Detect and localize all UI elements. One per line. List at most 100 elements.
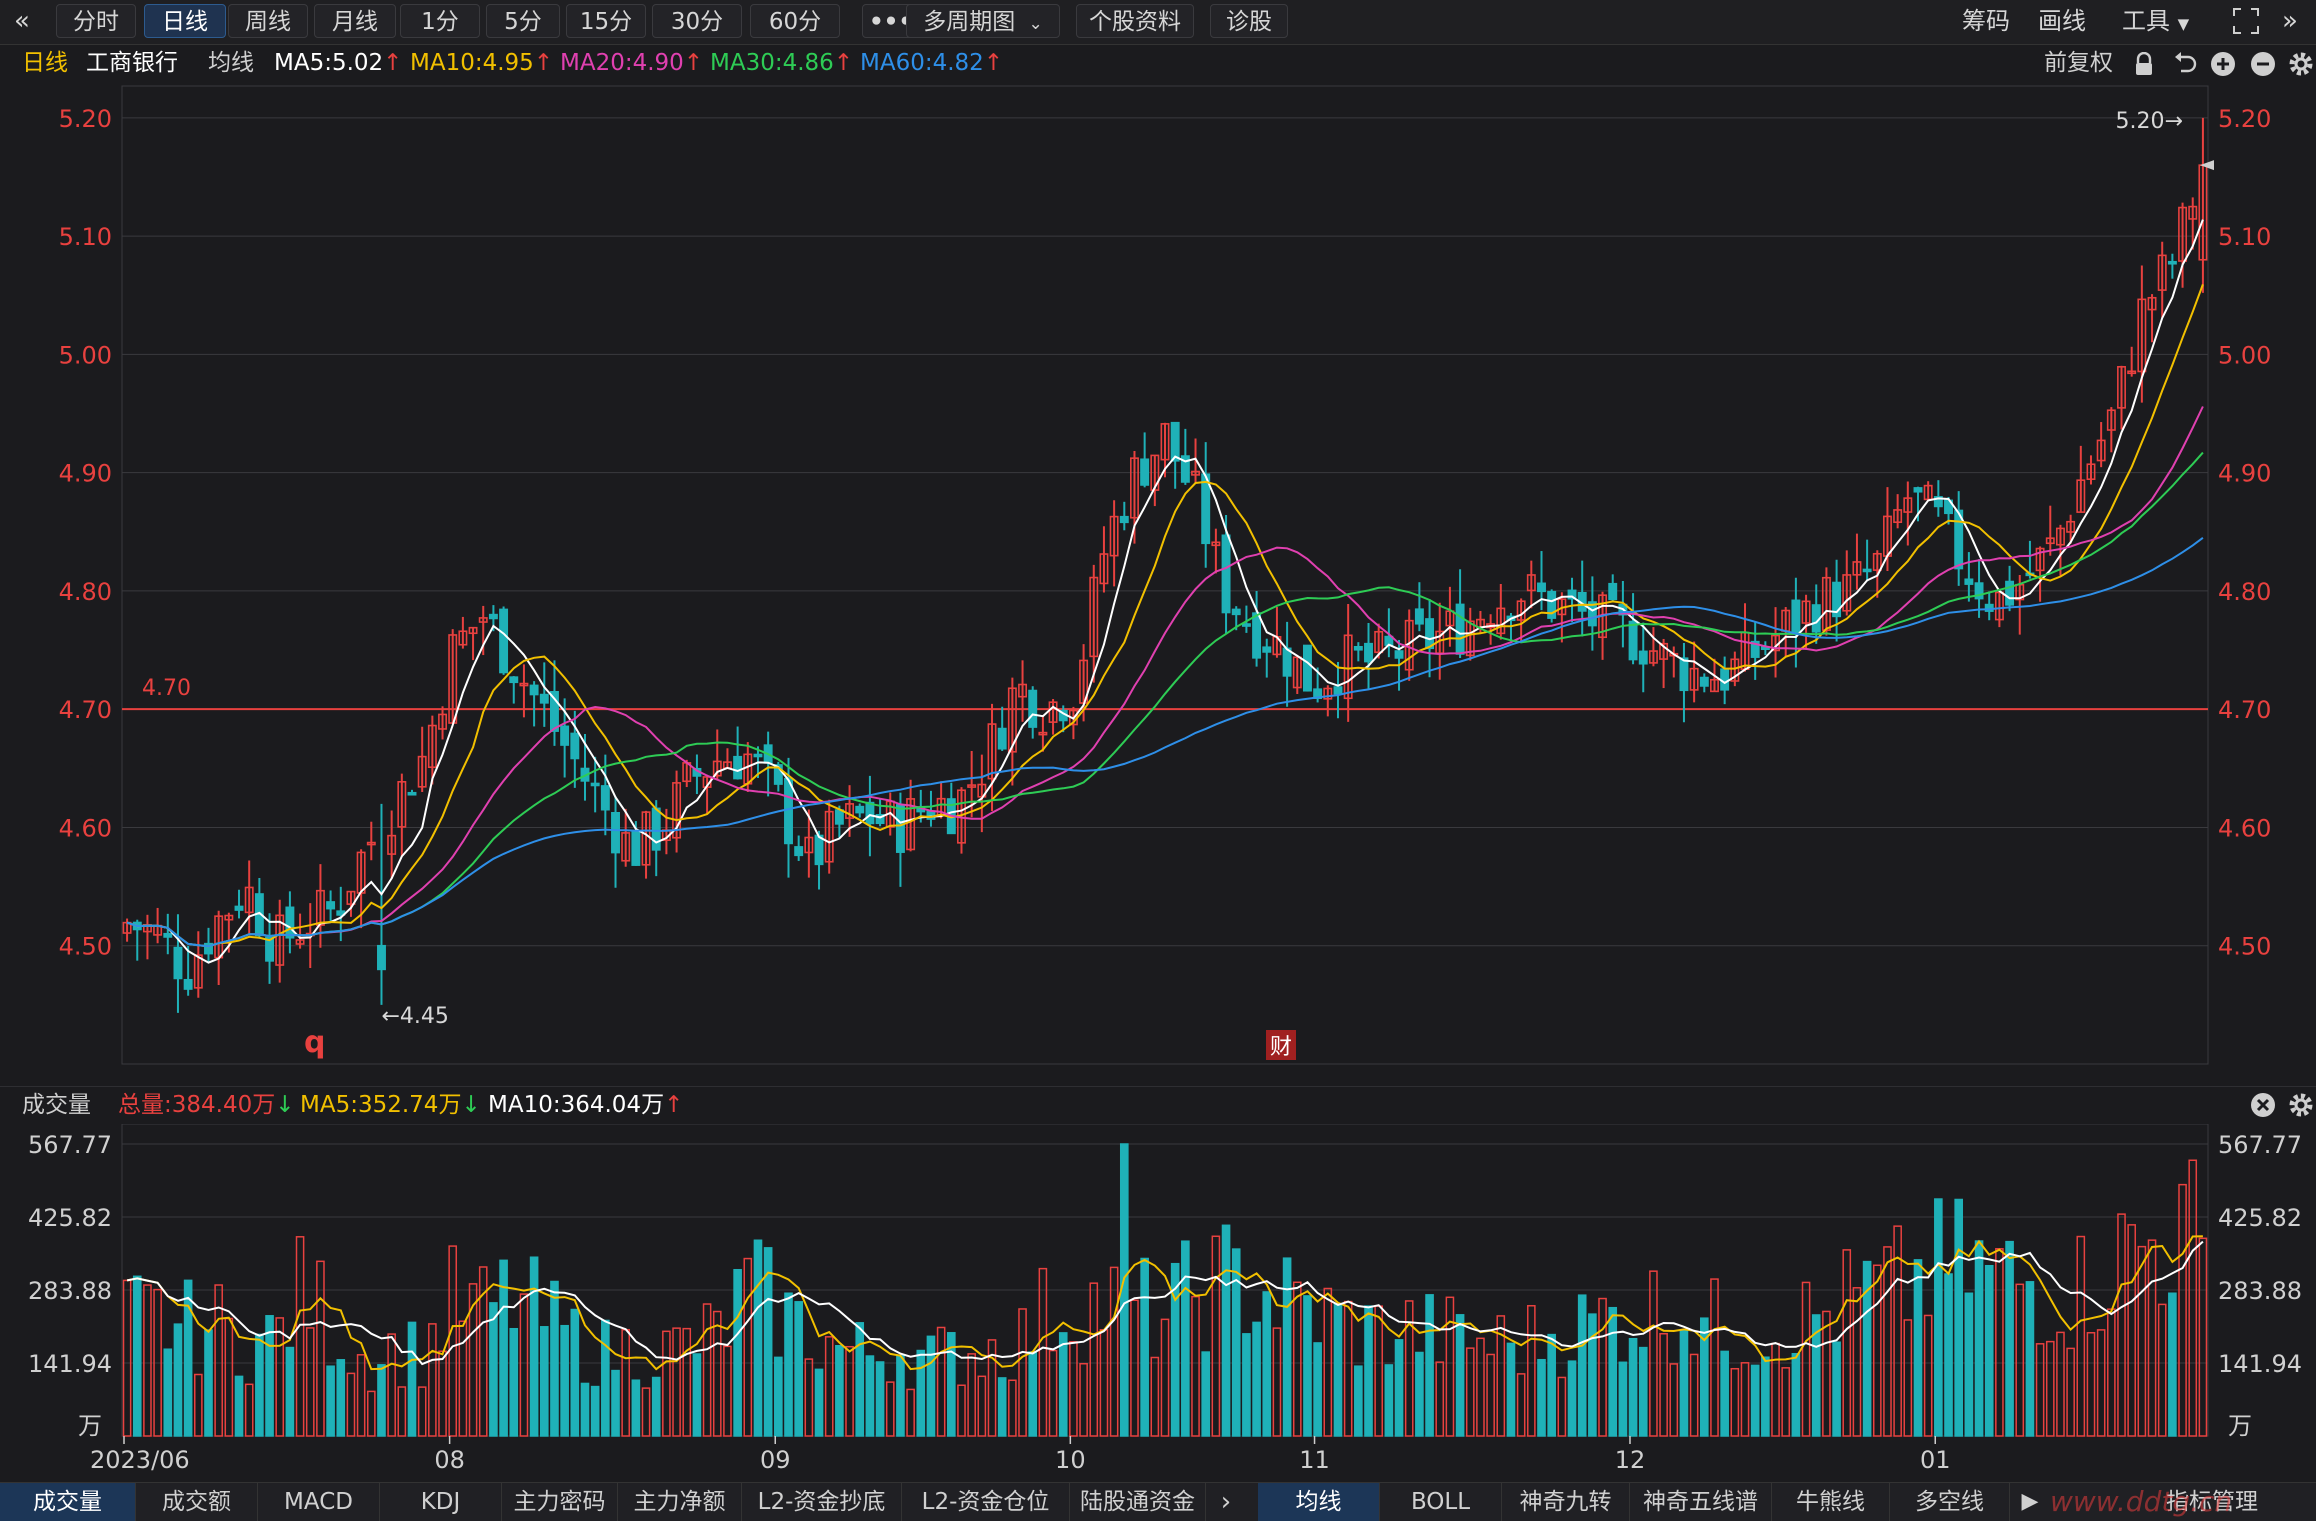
- chips-button[interactable]: 筹码: [1962, 7, 2010, 35]
- fullscreen-icon[interactable]: [2232, 4, 2262, 38]
- period-tab-8[interactable]: 60分: [750, 4, 840, 38]
- period-tab-5[interactable]: 5分: [486, 4, 560, 38]
- candle: [987, 723, 997, 780]
- ma-label[interactable]: 均线: [208, 50, 254, 76]
- volume-bar: [1761, 1356, 1770, 1437]
- indicator-tab-3[interactable]: KDJ: [380, 1483, 502, 1521]
- volume-bar: [1262, 1291, 1272, 1437]
- overlay-tab-1[interactable]: BOLL: [1380, 1483, 1502, 1521]
- y-tick-left: 5.10: [59, 223, 112, 251]
- plot-frame: [121, 85, 2209, 1065]
- volume-bar: [356, 1354, 366, 1437]
- chevron-right-icon[interactable]: ›: [1220, 1487, 1232, 1517]
- period-tab-1[interactable]: 日线: [144, 4, 226, 38]
- arrow-up-icon: ↑: [533, 50, 554, 76]
- volume-bar: [814, 1368, 824, 1437]
- zoom-in-icon[interactable]: [2210, 51, 2236, 77]
- top-toolbar: « ••• 多周期图 ⌄ 个股资料 诊股 筹码 画线 工具 ▼ » 分时 日线 周线…: [0, 0, 2316, 45]
- adjust-mode[interactable]: 前复权: [2044, 50, 2113, 76]
- settings-icon[interactable]: [2288, 1092, 2314, 1118]
- candle: [1648, 650, 1658, 664]
- volume-bar: [244, 1383, 254, 1437]
- volume-ma5-line: [126, 1235, 2203, 1371]
- double-chevron-right-icon[interactable]: »: [2282, 6, 2298, 36]
- candle: [1048, 701, 1058, 723]
- volume-bar: [855, 1322, 865, 1437]
- overlay-tab-3[interactable]: 神奇五线谱: [1630, 1483, 1772, 1521]
- multi-period-label: 多周期图: [923, 9, 1016, 35]
- candle: [1638, 650, 1648, 665]
- candle: [1191, 470, 1200, 476]
- candle: [1170, 421, 1180, 462]
- candle: [1445, 610, 1455, 627]
- volume-bar: [377, 1364, 386, 1437]
- indicator-tab-6[interactable]: L2-资金抄底: [742, 1483, 902, 1521]
- volume-chart[interactable]: 567.77 567.77 425.82 425.82 283.88 283.88 141.…: [0, 1124, 2316, 1482]
- indicator-tab-2[interactable]: MACD: [258, 1483, 380, 1521]
- volume-bar: [1842, 1249, 1852, 1437]
- volume-bar: [428, 1323, 437, 1437]
- volume-bar: [529, 1256, 539, 1437]
- stock-info-button[interactable]: 个股资料: [1076, 4, 1194, 38]
- candle: [1933, 496, 1943, 508]
- indicator-tab-8[interactable]: 陆股通资金: [1070, 1483, 1206, 1521]
- volume-bar: [2025, 1281, 2035, 1437]
- volume-bar: [1679, 1329, 1689, 1437]
- draw-line-button[interactable]: 画线: [2038, 7, 2086, 35]
- volume-bar: [1272, 1327, 1282, 1437]
- ma10-value: MA10:4.95↑: [410, 50, 554, 76]
- lock-icon[interactable]: [2133, 51, 2157, 76]
- overlay-tab-0[interactable]: 均线: [1258, 1483, 1380, 1521]
- settings-icon[interactable]: [2288, 51, 2314, 77]
- candle: [1425, 618, 1435, 650]
- volume-bar: [2096, 1329, 2106, 1437]
- period-tab-0[interactable]: 分时: [56, 4, 136, 38]
- volume-bar: [774, 1356, 783, 1437]
- caret-right-icon[interactable]: ▶: [2021, 1489, 2039, 1514]
- candle: [2167, 260, 2177, 265]
- indicator-tab-5[interactable]: 主力净额: [618, 1483, 742, 1521]
- candle: [1659, 642, 1669, 660]
- period-tab-3[interactable]: 月线: [314, 4, 396, 38]
- close-icon[interactable]: [2250, 1092, 2276, 1118]
- candle: [244, 886, 254, 914]
- cai-marker: 财: [1270, 1035, 1292, 1060]
- caret-down-icon: ▼: [2177, 15, 2190, 33]
- multi-period-dropdown[interactable]: 多周期图 ⌄: [906, 4, 1060, 38]
- overlay-tab-2[interactable]: 神奇九转: [1502, 1483, 1630, 1521]
- volume-bar: [845, 1345, 854, 1437]
- candle: [1150, 454, 1160, 491]
- q-marker: q: [304, 1025, 325, 1060]
- period-tab-2[interactable]: 周线: [228, 4, 308, 38]
- indicator-tab-0[interactable]: 成交量: [0, 1483, 136, 1521]
- candle: [753, 753, 763, 758]
- overlay-tab-4[interactable]: 牛熊线: [1772, 1483, 1890, 1521]
- price-chart[interactable]: 5.20 5.20 5.10 5.10 5.00 5.00 4.90 4.90 4.80 4.80…: [0, 84, 2316, 1074]
- period-tab-7[interactable]: 30分: [652, 4, 742, 38]
- volume-bar: [1547, 1333, 1556, 1437]
- candle: [1750, 640, 1760, 658]
- period-tab-4[interactable]: 1分: [400, 4, 480, 38]
- overlay-tab-5[interactable]: 多空线: [1890, 1483, 2010, 1521]
- volume-bar: [295, 1236, 305, 1437]
- volume-bar: [1954, 1198, 1964, 1437]
- indicator-manage-button[interactable]: 指标管理: [2166, 1489, 2258, 1515]
- undo-icon[interactable]: [2172, 51, 2198, 77]
- volume-bar: [1791, 1353, 1801, 1437]
- candle: [1994, 591, 2004, 621]
- zoom-out-icon[interactable]: [2250, 51, 2276, 77]
- candle: [773, 764, 783, 785]
- volume-bar: [2005, 1240, 2014, 1437]
- volume-bar: [478, 1266, 488, 1437]
- y-tick-right: 4.50: [2218, 933, 2271, 961]
- volume-bar: [1923, 1314, 1933, 1437]
- double-chevron-left-icon[interactable]: «: [14, 6, 30, 36]
- indicator-tab-7[interactable]: L2-资金仓位: [902, 1483, 1070, 1521]
- tools-menu[interactable]: 工具 ▼: [2122, 4, 2189, 38]
- indicator-tab-1[interactable]: 成交额: [136, 1483, 258, 1521]
- period-tab-6[interactable]: 15分: [566, 4, 646, 38]
- diagnose-button[interactable]: 诊股: [1210, 4, 1288, 38]
- candle: [1109, 515, 1119, 557]
- volume-bar: [1292, 1281, 1302, 1437]
- indicator-tab-4[interactable]: 主力密码: [502, 1483, 618, 1521]
